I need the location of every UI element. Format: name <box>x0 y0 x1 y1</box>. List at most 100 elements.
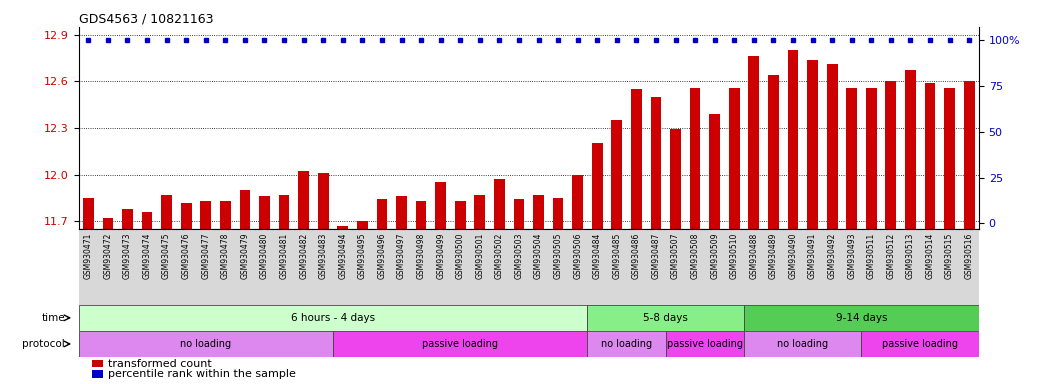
Bar <box>744 305 979 331</box>
Text: passive loading: passive loading <box>883 339 958 349</box>
Text: GSM930507: GSM930507 <box>671 233 681 279</box>
Text: GSM930488: GSM930488 <box>750 233 758 279</box>
Text: GSM930484: GSM930484 <box>593 233 602 279</box>
Text: GSM930480: GSM930480 <box>260 233 269 279</box>
Text: GSM930487: GSM930487 <box>651 233 661 279</box>
Text: GSM930496: GSM930496 <box>377 233 386 279</box>
Bar <box>79 331 333 357</box>
Bar <box>259 196 270 229</box>
Text: GSM930489: GSM930489 <box>768 233 778 279</box>
Bar <box>92 360 103 367</box>
Bar <box>161 195 172 229</box>
Text: GSM930503: GSM930503 <box>514 233 524 279</box>
Text: GSM930512: GSM930512 <box>887 233 895 279</box>
Bar <box>862 331 979 357</box>
Text: GSM930490: GSM930490 <box>788 233 798 279</box>
Text: GSM930497: GSM930497 <box>397 233 406 279</box>
Bar <box>533 195 543 229</box>
Bar <box>494 179 505 229</box>
Bar <box>886 81 896 229</box>
Bar <box>181 203 192 229</box>
Bar <box>141 212 153 229</box>
Bar <box>650 97 662 229</box>
Text: GSM930511: GSM930511 <box>867 233 875 279</box>
Text: 9-14 days: 9-14 days <box>836 313 887 323</box>
Text: GSM930479: GSM930479 <box>241 233 249 279</box>
Text: GSM930501: GSM930501 <box>475 233 485 279</box>
Bar <box>807 60 818 229</box>
Text: GSM930485: GSM930485 <box>612 233 621 279</box>
Bar <box>729 88 739 229</box>
Bar <box>964 81 975 229</box>
Text: GDS4563 / 10821163: GDS4563 / 10821163 <box>79 13 213 26</box>
Text: GSM930476: GSM930476 <box>182 233 191 279</box>
Text: GSM930478: GSM930478 <box>221 233 230 279</box>
Bar <box>474 195 485 229</box>
Text: 5-8 days: 5-8 days <box>643 313 688 323</box>
Bar <box>846 88 857 229</box>
Bar <box>514 199 525 229</box>
Text: GSM930482: GSM930482 <box>299 233 308 279</box>
Bar <box>122 209 133 229</box>
Bar <box>944 88 955 229</box>
Bar <box>587 305 744 331</box>
Text: GSM930493: GSM930493 <box>847 233 856 279</box>
Text: time: time <box>42 313 65 323</box>
Bar <box>220 201 230 229</box>
Text: GSM930502: GSM930502 <box>495 233 504 279</box>
Text: GSM930477: GSM930477 <box>201 233 210 279</box>
Text: no loading: no loading <box>601 339 652 349</box>
Bar <box>866 88 876 229</box>
Bar <box>768 75 779 229</box>
Bar <box>611 120 622 229</box>
Text: GSM930494: GSM930494 <box>338 233 348 279</box>
Text: GSM930499: GSM930499 <box>437 233 445 279</box>
Text: GSM930492: GSM930492 <box>827 233 837 279</box>
Text: GSM930508: GSM930508 <box>691 233 699 279</box>
Text: GSM930498: GSM930498 <box>417 233 425 279</box>
Bar <box>318 173 329 229</box>
Bar <box>298 172 309 229</box>
Text: GSM930473: GSM930473 <box>122 233 132 279</box>
Text: no loading: no loading <box>777 339 828 349</box>
Bar <box>416 201 426 229</box>
Bar <box>827 64 838 229</box>
Bar <box>744 331 862 357</box>
Text: GSM930483: GSM930483 <box>318 233 328 279</box>
Bar <box>79 305 587 331</box>
Bar <box>103 218 113 229</box>
Text: GSM930491: GSM930491 <box>808 233 817 279</box>
Text: GSM930505: GSM930505 <box>554 233 562 279</box>
Bar <box>396 196 407 229</box>
Bar <box>83 198 93 229</box>
Text: transformed count: transformed count <box>108 359 211 369</box>
Text: GSM930475: GSM930475 <box>162 233 171 279</box>
Text: GSM930474: GSM930474 <box>142 233 152 279</box>
Bar <box>333 331 587 357</box>
Bar <box>587 331 666 357</box>
Bar <box>92 371 103 378</box>
Bar <box>749 56 759 229</box>
Bar <box>337 226 349 229</box>
Text: GSM930515: GSM930515 <box>945 233 954 279</box>
Text: GSM930504: GSM930504 <box>534 233 543 279</box>
Bar <box>436 182 446 229</box>
Bar <box>666 331 744 357</box>
Bar <box>592 144 603 229</box>
Bar <box>454 201 466 229</box>
Text: 6 hours - 4 days: 6 hours - 4 days <box>291 313 375 323</box>
Text: passive loading: passive loading <box>667 339 743 349</box>
Bar <box>279 195 289 229</box>
Text: GSM930516: GSM930516 <box>964 233 974 279</box>
Bar <box>631 89 642 229</box>
Text: passive loading: passive loading <box>422 339 498 349</box>
Text: GSM930510: GSM930510 <box>730 233 739 279</box>
Text: GSM930486: GSM930486 <box>632 233 641 279</box>
Bar <box>573 175 583 229</box>
Bar <box>553 198 563 229</box>
Text: GSM930500: GSM930500 <box>455 233 465 279</box>
Bar <box>670 129 681 229</box>
Text: percentile rank within the sample: percentile rank within the sample <box>108 369 296 379</box>
Bar <box>240 190 250 229</box>
Text: no loading: no loading <box>180 339 231 349</box>
